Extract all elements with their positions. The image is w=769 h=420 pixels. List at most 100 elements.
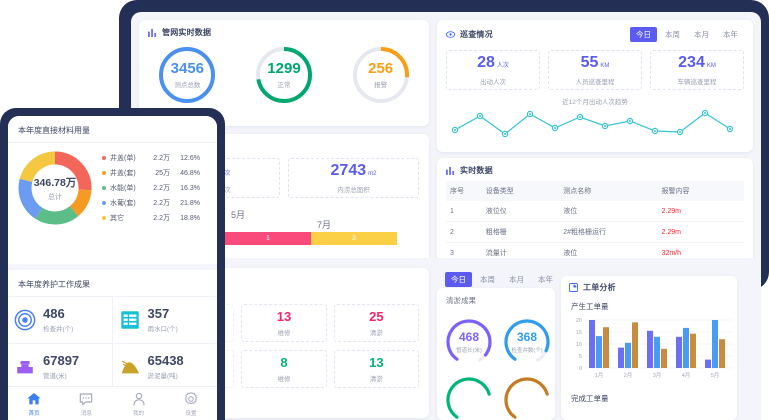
flood-rank-month-3: 7月 [317, 220, 332, 230]
patrol-tab-today[interactable]: 今日 [630, 27, 657, 42]
kpi-sludge[interactable]: 65438 淤泥量(吨) [113, 344, 218, 390]
eye-icon [445, 30, 456, 39]
phone-screen: 本年度直接材料用量 346.78万 [8, 116, 217, 420]
patrol-stat-group: 28 人次 出动人次 55 KM 人员巡查里程 234 KM 车辆巡查里程 [437, 42, 753, 90]
repair-box-weixiu-2-num: 8 [280, 354, 288, 370]
patrol-stat-person-km-unit: KM [600, 63, 610, 69]
repair-box-weixiu-2-label: 维修 [277, 375, 291, 383]
legend-3-pct: 16.3% [180, 184, 200, 192]
repair-box-qingyu-1-num: 25 [369, 308, 384, 324]
clean-tab-week[interactable]: 本周 [480, 275, 495, 284]
alarm-r1-index: 1 [446, 201, 482, 222]
svg-text:4月: 4月 [682, 372, 691, 379]
alarm-r3-devicetype: 流量计 [485, 250, 507, 257]
svg-text:0: 0 [579, 366, 582, 372]
legend-item-2: 井盖(套) 25万 46.8% [102, 168, 211, 178]
kpi-sludge-label: 淤泥量(吨) [147, 373, 178, 380]
repair-box-weixiu-2: 8 维修 [241, 350, 327, 388]
nav-item-message[interactable]: 消息 [60, 391, 112, 417]
flood-stat-area-num: 2743 [330, 162, 367, 179]
panel-patrol-title: 巡查情况 [460, 30, 493, 39]
legend-5-name: 其它 [110, 215, 124, 222]
alarm-col-index: 序号 [446, 181, 482, 201]
patrol-trend-title: 近12个月出动人次趋势 [562, 99, 628, 106]
nav-item-settings[interactable]: 设置 [165, 391, 217, 417]
patrol-tab-year[interactable]: 本年 [723, 30, 738, 39]
alarm-r3-pointname: 液位 [563, 250, 578, 257]
patrol-time-tabs[interactable]: 今日 本周 本月 本年 [630, 27, 744, 42]
patrol-stat-people: 28 人次 出动人次 [446, 50, 540, 90]
panel-clean-title: 清淤成果 [446, 296, 476, 305]
clean-tab-today[interactable]: 今日 [445, 272, 472, 287]
kpi-pipe-num: 67897 [43, 353, 80, 368]
kpi-pipe[interactable]: 67897 管道(米) [8, 344, 113, 390]
grate-icon [119, 309, 141, 331]
ring-normal-label: 正常 [277, 82, 291, 89]
clean-tab-month[interactable]: 本月 [509, 275, 524, 284]
svg-text:1月: 1月 [595, 372, 604, 379]
panel-worder-title: 工单分析 [583, 283, 616, 292]
patrol-stat-people-unit: 人次 [496, 63, 509, 69]
clean-time-tabs[interactable]: 今日 本周 本月 本年 [445, 272, 559, 287]
material-total-label: 总计 [48, 193, 62, 201]
patrol-tab-month[interactable]: 本月 [694, 30, 709, 39]
patrol-stat-people-num: 28 [477, 54, 495, 71]
nav-item-message-label: 消息 [80, 410, 92, 417]
repair-box-weixiu-1: 13 维修 [241, 304, 327, 342]
gauge-manhole-count-value: 368 [516, 329, 538, 344]
gauge-manhole-count-label: 检查井数(个) [511, 347, 543, 354]
bar-chart-icon [148, 28, 157, 37]
ring-alarm-value: 256 [368, 60, 394, 77]
legend-item-4: 水葡(套) 2.2万 21.8% [102, 198, 211, 208]
repair-box-qingyu-2: 13 清淤 [333, 350, 419, 388]
manhole-icon [14, 309, 36, 331]
legend-item-3: 水能(单) 2.2万 16.3% [102, 183, 211, 193]
panel-alarm-table: 实时数据 序号 设备类型 测点名称 报警内容 1 [437, 158, 753, 266]
table-row[interactable]: 2 粗格栅 2#粗格栅运行 2.29m [446, 221, 744, 243]
svg-text:2月: 2月 [624, 372, 633, 379]
svg-text:5: 5 [579, 354, 582, 360]
repair-box-qingyu-2-num: 13 [369, 354, 384, 370]
clean-tab-year[interactable]: 本年 [538, 275, 553, 284]
table-row[interactable]: 1 液位仪 液位 2.29m [446, 201, 744, 222]
flood-rank-bar-3: 3 [311, 232, 397, 245]
ring-normal-value: 1299 [267, 60, 301, 77]
repair-box-qingyu-2-label: 清淤 [369, 375, 383, 383]
legend-dot-icon [102, 186, 106, 190]
legend-item-1: 井盖(单) 2.2万 12.6% [102, 153, 211, 163]
clean-gauge-row-1: 468 管道长(米) 368 检查井数(个) [437, 306, 555, 368]
phone-bottom-nav: 首页 消息 我的 [8, 386, 217, 420]
alarm-col-content: 报警内容 [657, 181, 744, 201]
divider [8, 296, 217, 297]
alarm-col-pointname: 测点名称 [559, 181, 658, 201]
worder-subtitle-generated: 产生工单量 [571, 302, 609, 311]
patrol-stat-person-km: 55 KM 人员巡查里程 [548, 50, 642, 90]
alarm-r3-content: 32m/h [661, 249, 682, 257]
alarm-r1-content: 2.29m [657, 201, 744, 222]
patrol-tab-week[interactable]: 本周 [665, 30, 680, 39]
legend-4-value: 2.2万 [153, 200, 170, 207]
pipe-icon [14, 356, 36, 378]
flood-stat-area-unit: m2 [368, 171, 377, 177]
panel-worder-header: 工单分析 [561, 276, 737, 293]
panel-patrol-title-wrap: 巡查情况 [445, 29, 493, 40]
panel-patrol-header: 巡查情况 今日 本周 本月 本年 [437, 20, 753, 42]
patrol-stat-people-caption: 出动人次 [480, 79, 506, 86]
nav-item-home[interactable]: 首页 [8, 391, 60, 417]
material-donut-chart: 346.78万 总计 [14, 147, 96, 229]
person-icon [131, 391, 147, 407]
alarm-r1-pointname: 液位 [559, 201, 658, 222]
alarm-r2-content: 2.29m [657, 221, 744, 243]
work-order-bar-chart: 20 15 10 5 0 [576, 318, 733, 379]
patrol-stat-vehicle-km-caption: 车辆巡查里程 [677, 79, 717, 86]
kpi-grate[interactable]: 357 雨水口(个) [112, 297, 217, 344]
chat-icon [78, 391, 94, 407]
legend-4-pct: 21.8% [180, 199, 200, 207]
nav-item-profile[interactable]: 我的 [113, 391, 165, 417]
maintenance-title: 本年度养护工作成果 [18, 280, 90, 289]
kpi-manhole[interactable]: 486 检查井(个) [8, 297, 113, 344]
table-row[interactable]: 3 流量计 液位 32m/h [446, 243, 744, 264]
panel-pipeline-title: 管网实时数据 [162, 28, 212, 37]
panel-alarm-header: 实时数据 [437, 158, 753, 176]
